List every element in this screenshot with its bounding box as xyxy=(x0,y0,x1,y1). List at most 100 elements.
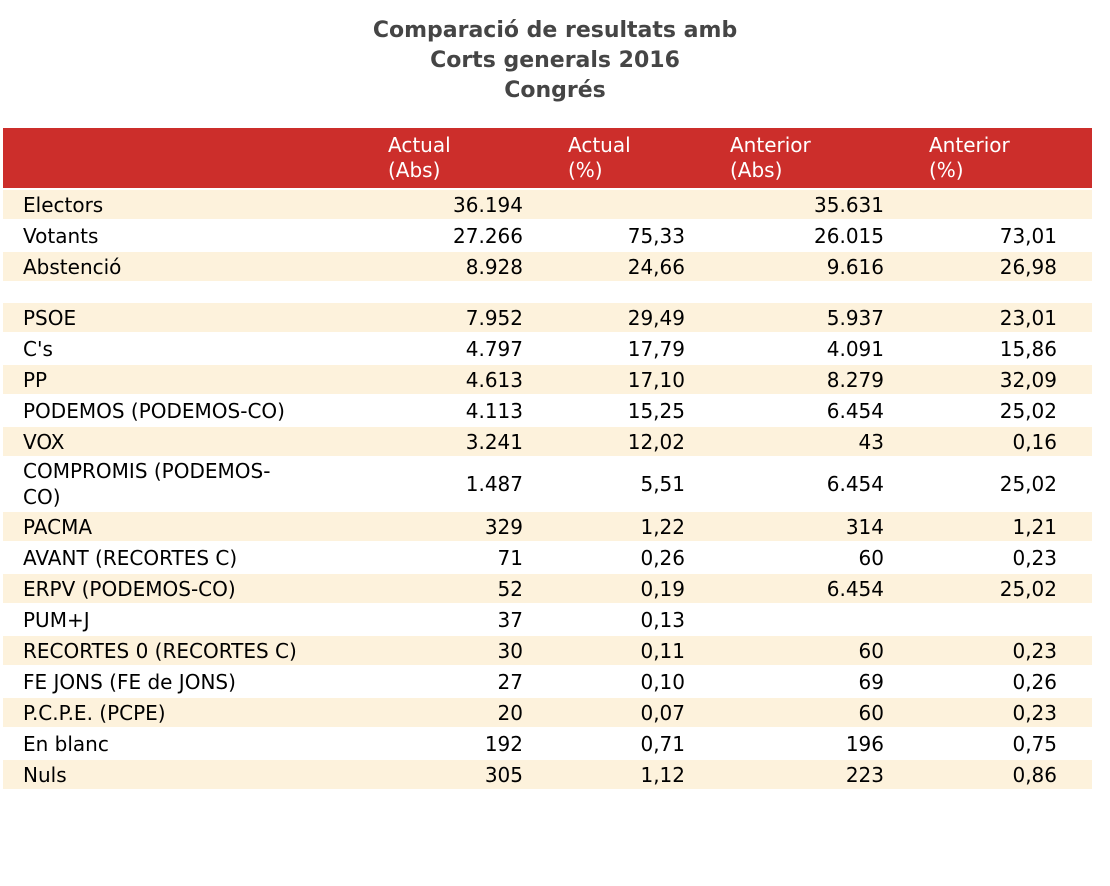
table-body: Electors 36.194 35.631 Votants 27.266 75,33 26… xyxy=(3,190,1092,789)
row-label-cell: PSOE xyxy=(3,303,378,332)
value-cell: 5.937 xyxy=(720,303,919,332)
value-cell: 0,11 xyxy=(558,636,720,665)
value-cell: 12,02 xyxy=(558,427,720,456)
row-label-cell: Abstenció xyxy=(3,252,378,281)
value-cell: 314 xyxy=(720,512,919,541)
value-cell: 1.487 xyxy=(378,458,558,510)
value-cell: 27.266 xyxy=(378,221,558,250)
value-cell: 23,01 xyxy=(919,303,1092,332)
value-cell: 0,23 xyxy=(919,636,1092,665)
title-line-2: Corts generals 2016 xyxy=(430,48,680,73)
table-row: C's 4.797 17,79 4.091 15,86 xyxy=(3,334,1092,363)
value-cell xyxy=(919,605,1092,634)
table-row: PODEMOS (PODEMOS-CO) 4.113 15,25 6.454 25,02 xyxy=(3,396,1092,425)
value-cell: 3.241 xyxy=(378,427,558,456)
row-label-cell: ERPV (PODEMOS-CO) xyxy=(3,574,378,603)
row-label-cell: C's xyxy=(3,334,378,363)
table-row: VOX 3.241 12,02 43 0,16 xyxy=(3,427,1092,456)
row-label-cell: PACMA xyxy=(3,512,378,541)
value-cell: 0,16 xyxy=(919,427,1092,456)
value-cell: 24,66 xyxy=(558,252,720,281)
value-cell: 60 xyxy=(720,698,919,727)
row-label-cell: COMPROMIS (PODEMOS- CO) xyxy=(3,458,378,510)
spacer-cell xyxy=(3,283,1092,301)
value-cell: 0,75 xyxy=(919,729,1092,758)
value-cell xyxy=(919,190,1092,219)
table-row: FE JONS (FE de JONS) 27 0,10 69 0,26 xyxy=(3,667,1092,696)
value-cell: 192 xyxy=(378,729,558,758)
value-cell: 25,02 xyxy=(919,396,1092,425)
value-cell: 1,21 xyxy=(919,512,1092,541)
value-cell: 37 xyxy=(378,605,558,634)
value-cell: 0,10 xyxy=(558,667,720,696)
table-row: En blanc 192 0,71 196 0,75 xyxy=(3,729,1092,758)
table-row: AVANT (RECORTES C) 71 0,26 60 0,23 xyxy=(3,543,1092,572)
table-row: Abstenció 8.928 24,66 9.616 26,98 xyxy=(3,252,1092,281)
value-cell: 196 xyxy=(720,729,919,758)
value-cell: 15,86 xyxy=(919,334,1092,363)
column-header: Actual (Abs) xyxy=(378,128,558,188)
table-row: COMPROMIS (PODEMOS- CO) 1.487 5,51 6.454 25,… xyxy=(3,458,1092,510)
value-cell: 1,12 xyxy=(558,760,720,789)
value-cell: 32,09 xyxy=(919,365,1092,394)
value-cell: 0,07 xyxy=(558,698,720,727)
value-cell: 43 xyxy=(720,427,919,456)
value-cell: 0,26 xyxy=(919,667,1092,696)
page-title: Comparació de resultats amb Corts genera… xyxy=(0,0,1110,106)
value-cell: 8.928 xyxy=(378,252,558,281)
title-line-1: Comparació de resultats amb xyxy=(372,18,738,43)
table-row: P.C.P.E. (PCPE) 20 0,07 60 0,23 xyxy=(3,698,1092,727)
value-cell: 6.454 xyxy=(720,574,919,603)
value-cell: 305 xyxy=(378,760,558,789)
table-row: Nuls 305 1,12 223 0,86 xyxy=(3,760,1092,789)
row-label-cell: PODEMOS (PODEMOS-CO) xyxy=(3,396,378,425)
value-cell: 0,26 xyxy=(558,543,720,572)
value-cell: 6.454 xyxy=(720,396,919,425)
value-cell: 36.194 xyxy=(378,190,558,219)
table-row: PACMA 329 1,22 314 1,21 xyxy=(3,512,1092,541)
value-cell: 9.616 xyxy=(720,252,919,281)
row-label-cell: PP xyxy=(3,365,378,394)
table-row: Electors 36.194 35.631 xyxy=(3,190,1092,219)
value-cell: 27 xyxy=(378,667,558,696)
value-cell: 0,19 xyxy=(558,574,720,603)
value-cell: 0,13 xyxy=(558,605,720,634)
row-label-cell: RECORTES 0 (RECORTES C) xyxy=(3,636,378,665)
table-header-row: Actual (Abs) Actual (%) Anterior (Abs) Ante… xyxy=(3,128,1092,188)
value-cell: 75,33 xyxy=(558,221,720,250)
column-header: Anterior (Abs) xyxy=(720,128,919,188)
row-label-cell: AVANT (RECORTES C) xyxy=(3,543,378,572)
value-cell: 26,98 xyxy=(919,252,1092,281)
value-cell: 4.091 xyxy=(720,334,919,363)
value-cell xyxy=(558,190,720,219)
value-cell: 15,25 xyxy=(558,396,720,425)
value-cell: 20 xyxy=(378,698,558,727)
value-cell: 71 xyxy=(378,543,558,572)
row-label-cell: VOX xyxy=(3,427,378,456)
value-cell: 30 xyxy=(378,636,558,665)
value-cell: 4.613 xyxy=(378,365,558,394)
row-label-cell: Votants xyxy=(3,221,378,250)
value-cell: 223 xyxy=(720,760,919,789)
row-label-cell: Nuls xyxy=(3,760,378,789)
column-header: Anterior (%) xyxy=(919,128,1092,188)
value-cell: 0,23 xyxy=(919,698,1092,727)
value-cell: 5,51 xyxy=(558,458,720,510)
table-row: Votants 27.266 75,33 26.015 73,01 xyxy=(3,221,1092,250)
table-row: ERPV (PODEMOS-CO) 52 0,19 6.454 25,02 xyxy=(3,574,1092,603)
value-cell: 8.279 xyxy=(720,365,919,394)
row-label-cell: P.C.P.E. (PCPE) xyxy=(3,698,378,727)
title-line-3: Congrés xyxy=(504,78,606,103)
value-cell: 0,86 xyxy=(919,760,1092,789)
value-cell: 69 xyxy=(720,667,919,696)
spacer-row xyxy=(3,283,1092,301)
value-cell: 29,49 xyxy=(558,303,720,332)
value-cell: 1,22 xyxy=(558,512,720,541)
value-cell: 60 xyxy=(720,543,919,572)
column-header: Actual (%) xyxy=(558,128,720,188)
column-header-empty xyxy=(3,128,378,188)
value-cell: 6.454 xyxy=(720,458,919,510)
value-cell: 17,10 xyxy=(558,365,720,394)
value-cell: 73,01 xyxy=(919,221,1092,250)
value-cell: 0,71 xyxy=(558,729,720,758)
